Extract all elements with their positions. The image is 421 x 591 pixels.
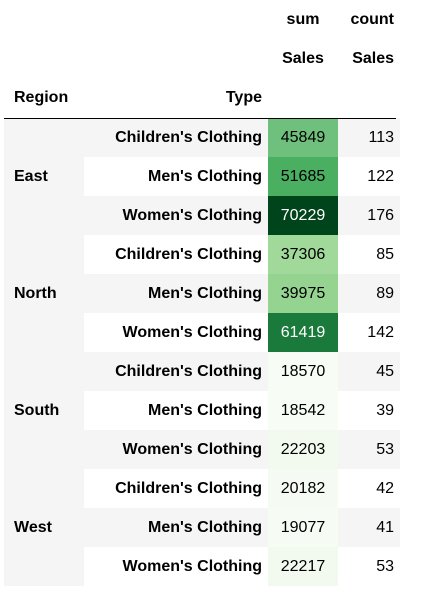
header-row-index: Region Type <box>4 78 400 117</box>
header-divider <box>4 118 396 119</box>
table-row: Women's Clothing 70229 176 <box>4 196 400 235</box>
sum-sales-cell: 45849 <box>268 118 338 157</box>
table-row: Men's Clothing 39975 89 <box>4 274 400 313</box>
count-sales-cell: 39 <box>376 402 394 419</box>
count-sales-cell: 45 <box>338 352 400 391</box>
region-label: West <box>4 469 84 586</box>
table-row: Men's Clothing 18542 39 <box>4 391 400 430</box>
sum-sales-cell: 37306 <box>268 235 338 274</box>
type-label: Children's Clothing <box>84 352 268 391</box>
header-row-top: sum count <box>4 0 400 39</box>
type-label: Women's Clothing <box>84 430 268 469</box>
header-count: count <box>350 11 394 28</box>
sum-sales-cell: 70229 <box>268 196 338 235</box>
count-sales-cell: 113 <box>338 118 400 157</box>
type-label: Women's Clothing <box>84 196 268 235</box>
table-row: South Children's Clothing 18570 45 <box>4 352 400 469</box>
sum-sales-cell: 61419 <box>268 313 338 352</box>
type-label: Women's Clothing <box>122 324 263 341</box>
type-label: Children's Clothing <box>84 118 268 157</box>
sum-sales-cell: 22217 <box>268 547 338 586</box>
table-row: Men's Clothing 51685 122 <box>4 157 400 196</box>
header-sum-sales: Sales <box>282 50 324 67</box>
sum-sales-cell: 51685 <box>268 157 338 196</box>
table-row: Women's Clothing 22217 53 <box>4 547 400 586</box>
count-sales-cell: 53 <box>376 558 394 575</box>
region-label: South <box>4 352 84 469</box>
header-sum: sum <box>286 11 320 28</box>
sum-sales-cell: 20182 <box>268 469 338 508</box>
header-row-sub: Sales Sales <box>4 39 400 78</box>
type-label: Men's Clothing <box>147 168 262 185</box>
type-label: Children's Clothing <box>115 246 262 263</box>
type-label: Men's Clothing <box>147 402 262 419</box>
sum-sales-cell: 39975 <box>268 274 338 313</box>
table-row: West Children's Clothing 20182 42 <box>4 469 400 586</box>
region-label: North <box>4 235 84 352</box>
sum-sales-cell: 22203 <box>268 430 338 469</box>
count-sales-cell: 42 <box>376 480 394 497</box>
sum-sales-cell: 18570 <box>268 352 338 391</box>
count-sales-cell: 41 <box>338 508 400 547</box>
count-sales-cell: 142 <box>367 324 394 341</box>
table-row: Women's Clothing 22203 53 <box>4 430 400 469</box>
type-label: Men's Clothing <box>84 508 268 547</box>
count-sales-cell: 122 <box>367 168 394 185</box>
type-label: Men's Clothing <box>84 274 268 313</box>
table-row: East Children's Clothing 45849 113 <box>4 118 400 235</box>
index-region-label: Region <box>14 89 69 106</box>
count-sales-cell: 89 <box>338 274 400 313</box>
region-label: East <box>4 118 84 235</box>
table-row: Women's Clothing 61419 142 <box>4 313 400 352</box>
sum-sales-cell: 18542 <box>268 391 338 430</box>
type-label: Women's Clothing <box>122 558 263 575</box>
count-sales-cell: 53 <box>338 430 400 469</box>
index-type-label: Type <box>225 89 262 106</box>
count-sales-cell: 85 <box>376 246 394 263</box>
type-label: Children's Clothing <box>115 480 262 497</box>
table-row: North Children's Clothing 37306 85 <box>4 235 400 352</box>
sum-sales-cell: 19077 <box>268 508 338 547</box>
header-count-sales: Sales <box>352 50 394 67</box>
count-sales-cell: 176 <box>338 196 400 235</box>
table-row: Men's Clothing 19077 41 <box>4 508 400 547</box>
